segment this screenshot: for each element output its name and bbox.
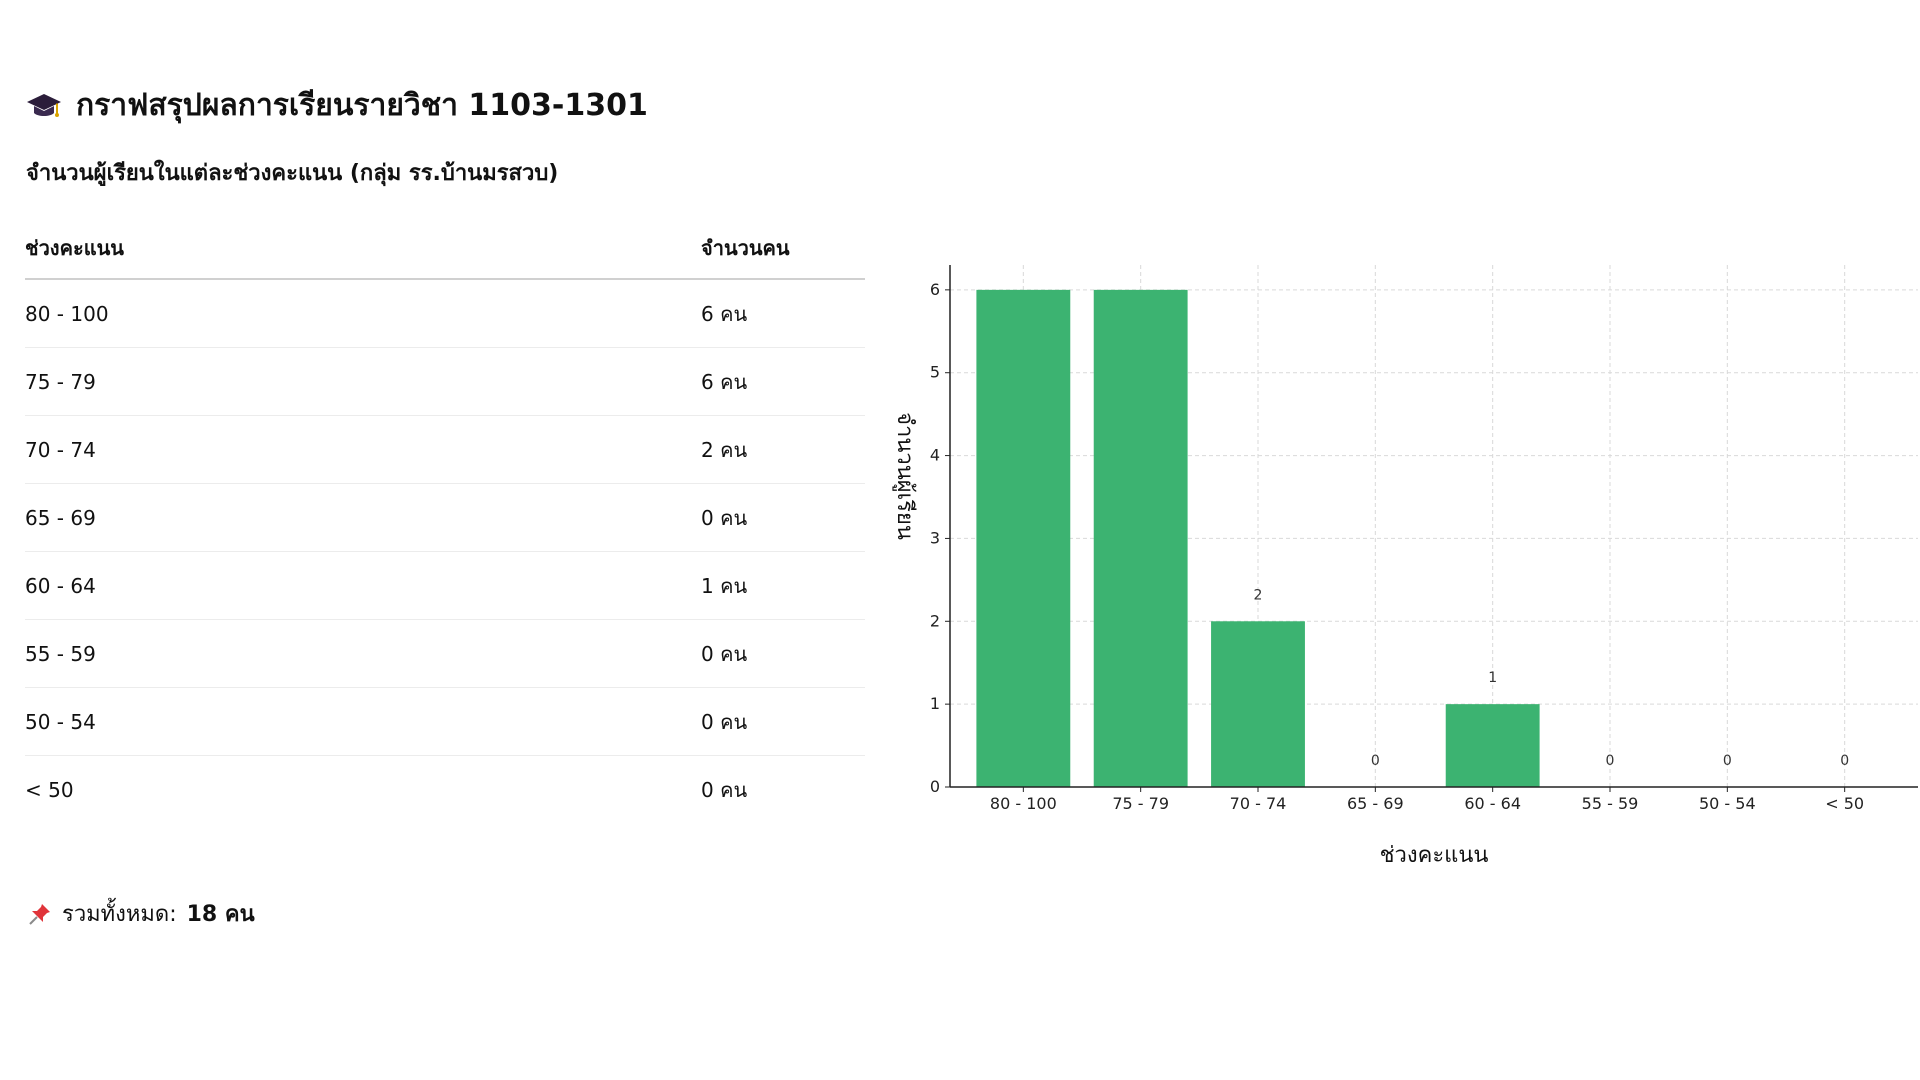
x-tick-label: 50 - 54 xyxy=(1699,794,1756,813)
score-table: ช่วงคะแนน จำนวนคน 80 - 100 6 คน 75 - 79 … xyxy=(25,220,865,823)
range-cell: 75 - 79 xyxy=(25,347,701,416)
table-row: 50 - 54 0 คน xyxy=(25,687,865,756)
table-row: 65 - 69 0 คน xyxy=(25,483,865,552)
x-tick-label: 60 - 64 xyxy=(1464,794,1521,813)
total-summary: รวมทั้งหมด: 18 คน xyxy=(28,896,255,931)
x-tick-label: 65 - 69 xyxy=(1347,794,1404,813)
count-cell: 0 คน xyxy=(701,483,865,552)
x-tick-label: 55 - 59 xyxy=(1582,794,1639,813)
count-cell: 0 คน xyxy=(701,687,865,756)
data-label: 0 xyxy=(1723,753,1732,769)
table-row: 60 - 64 1 คน xyxy=(25,551,865,620)
y-axis-label: จำนวนผู้เรียน xyxy=(892,412,917,540)
count-cell: 1 คน xyxy=(701,551,865,620)
bar xyxy=(1211,621,1305,787)
page-title: กราฟสรุปผลการเรียนรายวิชา 1103-1301 xyxy=(76,88,648,123)
range-cell: 80 - 100 xyxy=(25,279,701,348)
table-row: 80 - 100 6 คน xyxy=(25,279,865,348)
x-tick-label: 70 - 74 xyxy=(1230,794,1287,813)
range-cell: 50 - 54 xyxy=(25,687,701,756)
table-row: 55 - 59 0 คน xyxy=(25,619,865,688)
table-row: 70 - 74 2 คน xyxy=(25,415,865,484)
score-table-container: ช่วงคะแนน จำนวนคน 80 - 100 6 คน 75 - 79 … xyxy=(25,220,865,823)
column-header-range: ช่วงคะแนน xyxy=(25,220,701,280)
table-row: < 50 0 คน xyxy=(25,756,865,824)
y-tick-label: 3 xyxy=(930,528,940,547)
range-cell: 60 - 64 xyxy=(25,551,701,620)
range-cell: < 50 xyxy=(25,777,74,802)
y-tick-label: 5 xyxy=(930,363,940,382)
total-label: รวมทั้งหมด: xyxy=(62,902,177,927)
y-tick-label: 2 xyxy=(930,611,940,630)
y-tick-label: 0 xyxy=(930,777,940,796)
column-header-count: จำนวนคน xyxy=(701,220,865,280)
count-cell: 6 คน xyxy=(701,279,865,348)
graduation-cap-icon xyxy=(26,91,62,121)
x-tick-label: 80 - 100 xyxy=(990,794,1057,813)
header: กราฟสรุปผลการเรียนรายวิชา 1103-1301 จำนว… xyxy=(26,82,648,190)
y-tick-label: 6 xyxy=(930,280,940,299)
data-label: 0 xyxy=(1606,753,1615,769)
data-label: 2 xyxy=(1254,587,1263,603)
y-tick-label: 1 xyxy=(930,694,940,713)
count-cell: 0 คน xyxy=(701,619,865,688)
x-tick-label: < 50 xyxy=(1825,794,1864,813)
count-cell: 6 คน xyxy=(701,347,865,416)
table-header-row: ช่วงคะแนน จำนวนคน xyxy=(25,220,865,280)
data-label: 1 xyxy=(1488,670,1497,686)
bar-chart-container: 2 0 1 0 0 0 0 1 2 3 4 5 6 80 - 100 75 - 79 70 - 74 65 - … xyxy=(870,255,1920,885)
range-cell: 55 - 59 xyxy=(25,619,701,688)
x-axis-label: ช่วงคะแนน xyxy=(1380,843,1489,868)
title-row: กราฟสรุปผลการเรียนรายวิชา 1103-1301 xyxy=(26,82,648,129)
bar-chart: 2 0 1 0 0 0 0 1 2 3 4 5 6 80 - 100 75 - 79 70 - 74 65 - … xyxy=(892,265,1918,868)
data-label: 0 xyxy=(1840,753,1849,769)
range-cell: 65 - 69 xyxy=(25,483,701,552)
data-label: 0 xyxy=(1371,753,1380,769)
page-subtitle: จำนวนผู้เรียนในแต่ละช่วงคะแนน (กลุ่ม รร.… xyxy=(26,161,559,186)
x-tick-label: 75 - 79 xyxy=(1112,794,1169,813)
pushpin-icon xyxy=(28,902,52,926)
bar xyxy=(1093,289,1188,787)
bar xyxy=(1445,704,1540,787)
y-tick-label: 4 xyxy=(930,446,940,465)
range-cell: 70 - 74 xyxy=(25,415,701,484)
count-cell: 0 คน xyxy=(701,777,748,802)
total-value: 18 คน xyxy=(186,902,255,927)
count-cell: 2 คน xyxy=(701,415,865,484)
table-row: 75 - 79 6 คน xyxy=(25,347,865,416)
bar xyxy=(976,289,1071,787)
